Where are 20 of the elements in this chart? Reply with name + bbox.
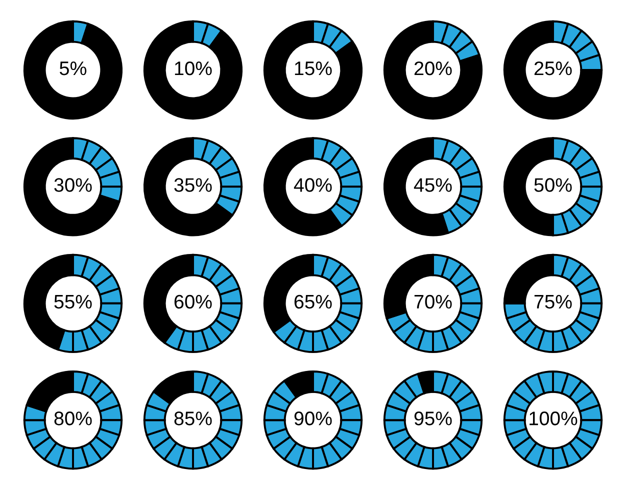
text: 30% (54, 178, 92, 192)
text: 35% (174, 178, 212, 192)
text: 5% (60, 62, 86, 76)
text: 10% (175, 61, 212, 76)
text: 80% (54, 412, 92, 426)
text: 85% (174, 412, 212, 426)
text: 100% (530, 412, 578, 426)
text: 65% (294, 294, 332, 309)
text: 45% (414, 178, 452, 192)
text: 60% (174, 294, 212, 309)
text: 20% (414, 61, 452, 76)
text: 90% (294, 412, 332, 426)
text: 95% (414, 412, 452, 426)
text: 25% (534, 61, 572, 76)
text: 70% (414, 294, 452, 309)
text: 50% (534, 178, 572, 192)
text: 75% (534, 294, 572, 309)
text: 40% (294, 178, 332, 192)
text: 55% (54, 294, 92, 309)
text: 15% (295, 62, 332, 76)
